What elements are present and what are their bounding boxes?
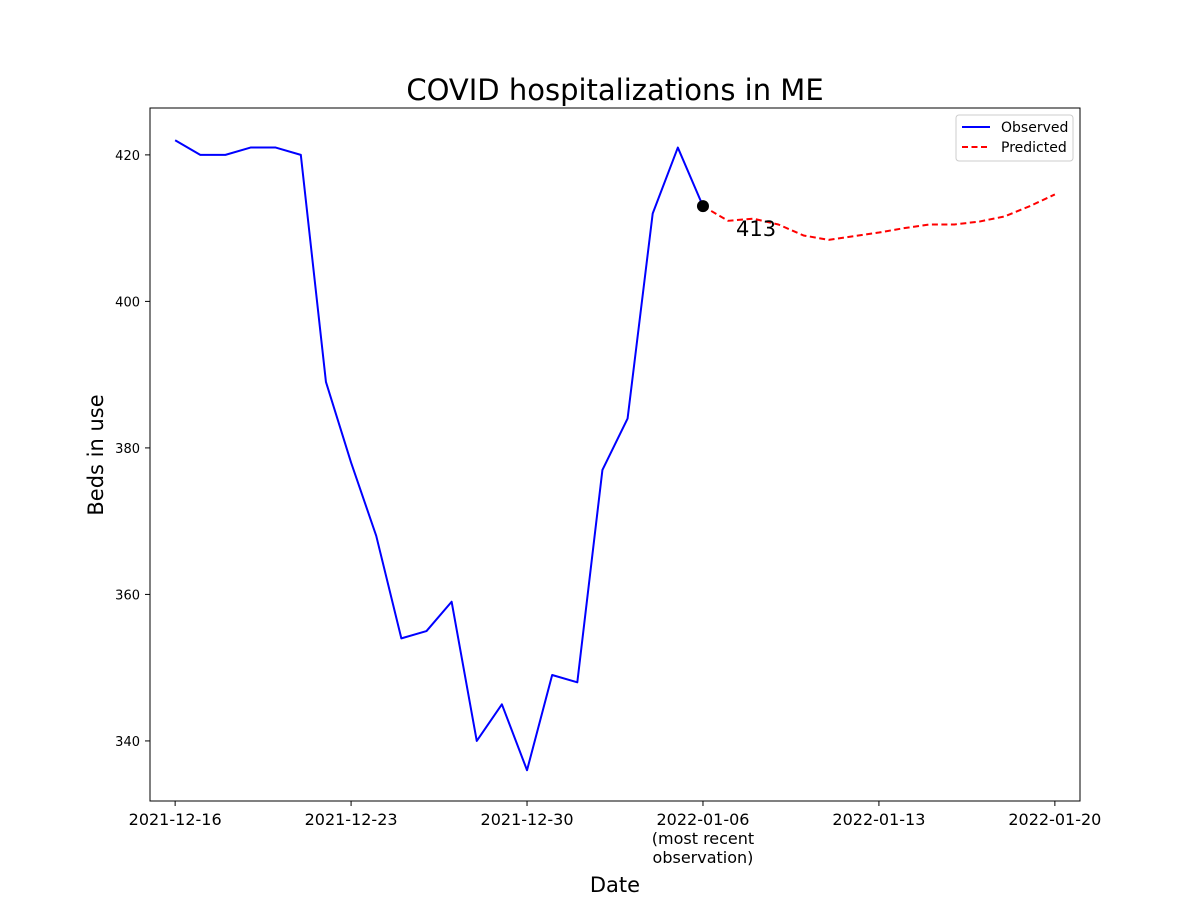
chart-title: COVID hospitalizations in ME xyxy=(406,73,823,107)
x-tick-label: 2022-01-20 xyxy=(1008,810,1101,829)
x-tick-label: 2021-12-23 xyxy=(305,810,398,829)
x-tick-label: 2021-12-30 xyxy=(481,810,574,829)
legend-label-predicted: Predicted xyxy=(1001,140,1067,156)
x-tick-label: 2022-01-06 xyxy=(656,810,749,829)
x-tick-label: 2022-01-13 xyxy=(832,810,925,829)
y-tick-label: 340 xyxy=(115,735,140,750)
series-layer xyxy=(174,139,1056,772)
series-line-observed xyxy=(174,139,704,772)
x-tick-label: (most recent xyxy=(652,829,754,848)
annotation-label: 413 xyxy=(736,217,776,241)
x-axis: 2021-12-16 2021-12-23 2021-12-30 2022-01-06… xyxy=(129,801,1101,867)
x-tick-label: 2021-12-16 xyxy=(129,810,222,829)
y-tick-label: 380 xyxy=(115,442,140,457)
x-tick-label: observation) xyxy=(653,848,754,867)
y-tick-label: 400 xyxy=(115,295,140,310)
y-axis: 340 360 380 400 420 xyxy=(115,149,150,750)
y-tick-label: 360 xyxy=(115,588,140,603)
x-axis-label: Date xyxy=(590,873,640,897)
legend: Observed Predicted xyxy=(955,114,1074,162)
y-axis-label: Beds in use xyxy=(84,394,108,515)
plot-frame xyxy=(149,107,1081,802)
marker-layer: 413 xyxy=(696,200,776,241)
y-tick-label: 420 xyxy=(115,149,140,164)
latest-observation-marker xyxy=(696,200,709,213)
legend-label-observed: Observed xyxy=(1001,120,1068,136)
series-line-predicted xyxy=(702,193,1056,241)
